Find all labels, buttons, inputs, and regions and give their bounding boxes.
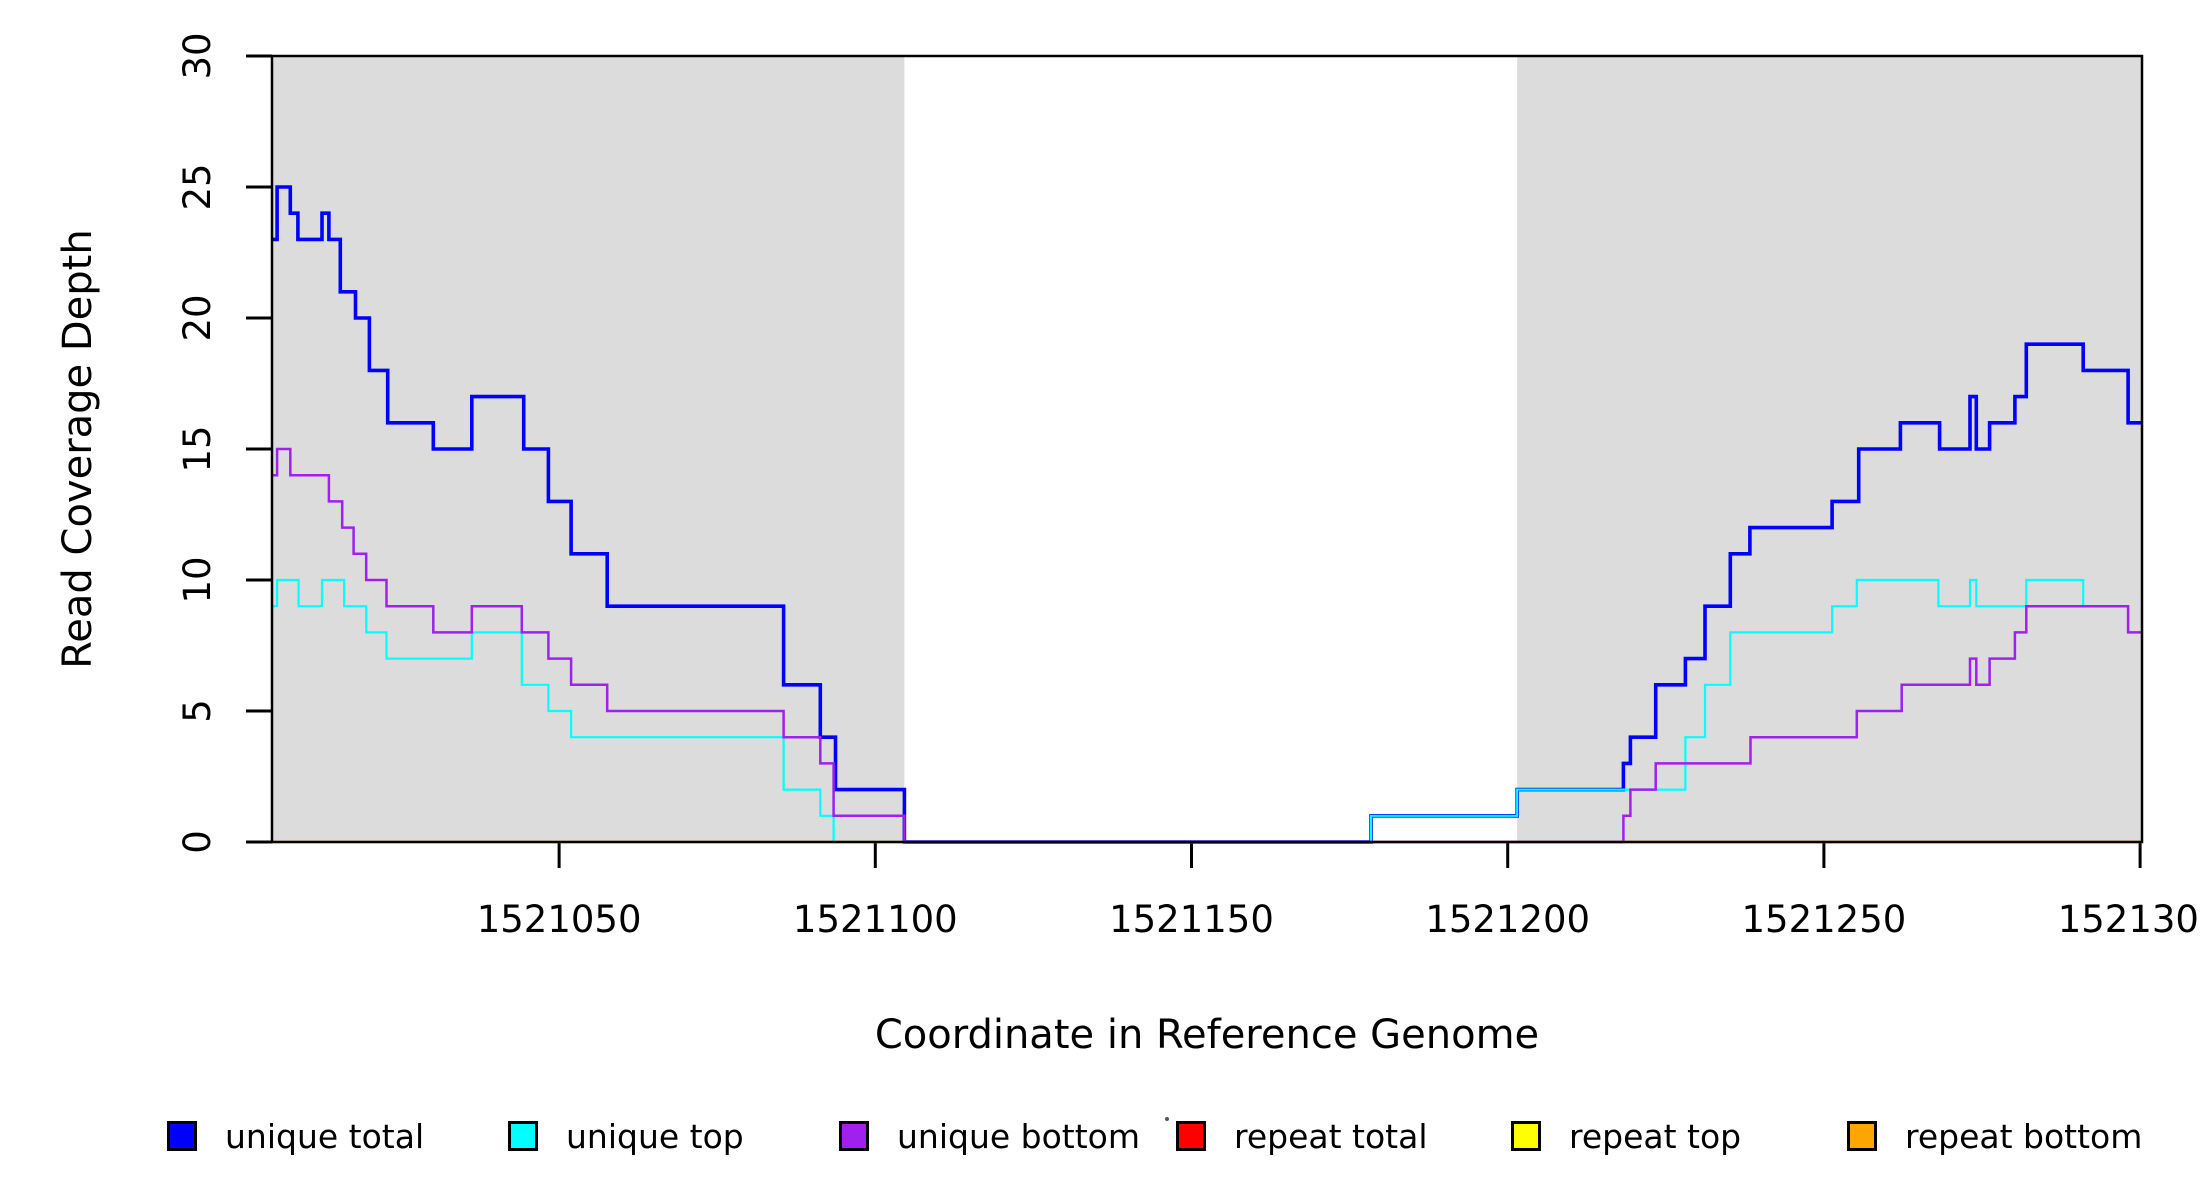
x-axis-title: Coordinate in Reference Genome	[874, 1012, 1540, 1058]
legend-item-unique-total: unique total	[167, 1116, 424, 1156]
x-tick-label: 1521100	[793, 898, 958, 941]
stray-dot-artifact	[1165, 1117, 1169, 1121]
legend-item-unique-bottom: unique bottom	[839, 1116, 1140, 1156]
y-tick-label: 20	[176, 294, 219, 341]
legend-swatch-icon	[839, 1121, 869, 1151]
legend-label: repeat total	[1234, 1116, 1428, 1156]
legend-label: unique top	[566, 1116, 744, 1156]
x-tick-label: 1521150	[1109, 898, 1274, 941]
y-tick-label: 10	[176, 556, 219, 603]
legend-swatch-icon	[1511, 1121, 1541, 1151]
y-tick-label: 15	[176, 425, 219, 472]
shaded-region	[1517, 56, 2142, 842]
legend-swatch-icon	[1847, 1121, 1877, 1151]
y-tick-label: 5	[176, 699, 219, 723]
series-unique-bottom	[272, 447, 2142, 844]
legend-label: repeat top	[1569, 1116, 1742, 1156]
legend-item-unique-top: unique top	[508, 1116, 744, 1156]
legend-swatch-icon	[508, 1121, 538, 1151]
legend-item-repeat-bottom: repeat bottom	[1847, 1116, 2142, 1156]
legend-swatch-icon	[167, 1121, 197, 1151]
shaded-region	[272, 56, 905, 842]
plot-box	[270, 54, 2144, 844]
x-tick-label: 1521050	[477, 898, 642, 941]
y-tick-label: 0	[176, 830, 219, 854]
legend-label: unique total	[225, 1116, 425, 1156]
legend-item-repeat-total: repeat total	[1176, 1116, 1428, 1156]
y-tick-label: 30	[176, 32, 219, 79]
legend-swatch-icon	[1176, 1121, 1206, 1151]
x-tick-label: 1521250	[1742, 898, 1907, 941]
legend-item-repeat-top: repeat top	[1511, 1116, 1741, 1156]
y-axis-title: Read Coverage Depth	[55, 229, 101, 669]
x-tick-label: 1521200	[1425, 898, 1590, 941]
legend-label: unique bottom	[897, 1116, 1141, 1156]
legend-label: repeat bottom	[1905, 1116, 2143, 1156]
y-tick-label: 25	[176, 163, 219, 210]
